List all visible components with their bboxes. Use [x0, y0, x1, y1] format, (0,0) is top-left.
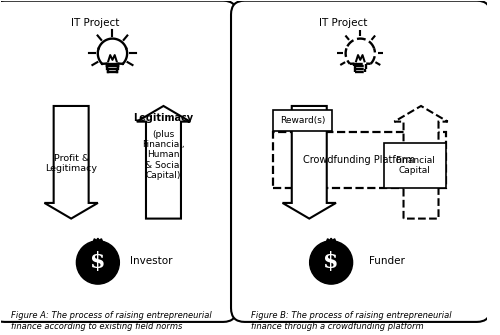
Text: Funder: Funder: [369, 256, 405, 266]
Text: $: $: [90, 252, 106, 273]
Circle shape: [310, 241, 352, 284]
Polygon shape: [282, 106, 336, 219]
Text: (plus
Financial,
Human
& Social
Capital): (plus Financial, Human & Social Capital): [142, 130, 185, 180]
Text: Crowdfunding Platform: Crowdfunding Platform: [304, 155, 416, 165]
Text: $: $: [324, 252, 339, 273]
Polygon shape: [326, 238, 336, 244]
Text: Financial
Capital: Financial Capital: [395, 155, 434, 175]
Circle shape: [76, 241, 120, 284]
Polygon shape: [394, 106, 448, 219]
Text: IT Project: IT Project: [71, 18, 120, 28]
Text: Profit &
Legitimacy: Profit & Legitimacy: [45, 153, 97, 173]
FancyBboxPatch shape: [273, 132, 446, 188]
Text: IT Project: IT Project: [319, 18, 368, 28]
Polygon shape: [137, 106, 190, 219]
Text: Reward(s): Reward(s): [280, 116, 325, 125]
FancyBboxPatch shape: [384, 143, 446, 188]
Text: Figure B: The process of raising entrepreneurial
finance through a crowdfunding : Figure B: The process of raising entrepr…: [251, 311, 452, 331]
Text: Investor: Investor: [130, 256, 172, 266]
FancyBboxPatch shape: [0, 1, 237, 322]
Text: Legitimacy: Legitimacy: [134, 113, 194, 123]
FancyBboxPatch shape: [231, 1, 490, 322]
Polygon shape: [94, 238, 102, 244]
Polygon shape: [44, 106, 98, 219]
FancyBboxPatch shape: [273, 110, 332, 131]
Text: Figure A: The process of raising entrepreneurial
finance according to existing f: Figure A: The process of raising entrepr…: [12, 311, 212, 331]
